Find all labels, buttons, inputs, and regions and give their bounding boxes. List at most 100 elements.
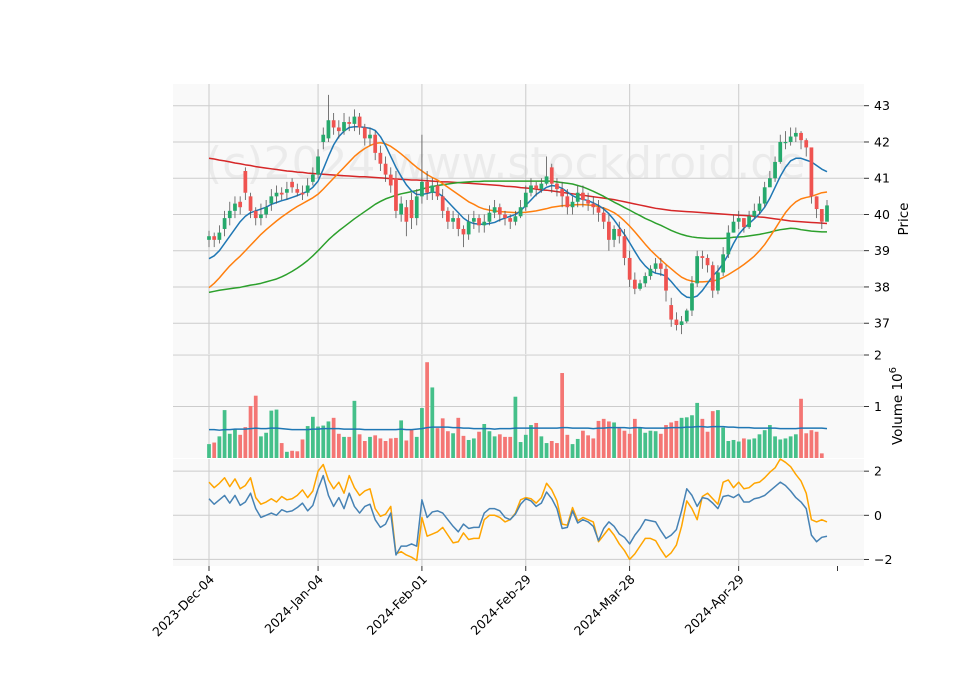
candle-body — [804, 140, 809, 148]
oscillator-axis-tick-label: 0 — [874, 508, 882, 523]
volume-bar — [342, 436, 346, 458]
x-tick-label: 2024-Feb-01 — [364, 572, 430, 638]
candle-body — [435, 185, 440, 197]
volume-bar — [378, 438, 383, 458]
x-tick-label: 2023-Dec-04 — [149, 571, 217, 639]
candle-body — [482, 221, 487, 226]
volume-bar — [238, 434, 243, 458]
candle-body — [736, 218, 741, 222]
volume-bar — [565, 434, 570, 458]
candle-body — [705, 257, 710, 266]
volume-bar — [762, 430, 767, 458]
volume-axis-tick-label: 1 — [874, 399, 882, 414]
candle-body — [373, 134, 378, 153]
x-tick-label: 2024-Apr-29 — [682, 571, 747, 636]
candle-body — [290, 181, 294, 188]
candle-body — [518, 207, 523, 217]
volume-bar — [705, 431, 710, 458]
volume-bar — [207, 444, 211, 458]
volume-bar — [747, 439, 751, 458]
volume-bar — [648, 430, 653, 458]
volume-bar — [409, 429, 414, 458]
volume-bar — [591, 438, 596, 458]
volume-bar — [596, 420, 601, 458]
candle-body — [425, 181, 429, 193]
candle-body — [295, 189, 300, 193]
candle-body — [638, 283, 642, 289]
candle-body — [487, 212, 492, 222]
candle-body — [477, 218, 481, 226]
candle-body — [674, 319, 679, 326]
volume-bar — [575, 438, 580, 458]
volume-bar — [534, 422, 539, 458]
candle-body — [227, 210, 232, 219]
candle-body — [643, 276, 648, 284]
volume-bar — [394, 437, 398, 458]
candle-body — [586, 199, 590, 204]
candle-body — [404, 207, 409, 222]
candle-body — [451, 218, 455, 222]
candle-body — [534, 185, 539, 190]
volume-bar — [217, 436, 222, 458]
volume-bar — [819, 453, 824, 458]
candle-body — [362, 127, 367, 139]
candle-body — [430, 185, 435, 193]
volume-bar — [305, 426, 310, 458]
volume-bar — [435, 428, 440, 458]
candle-body — [607, 221, 611, 240]
candle-body — [279, 192, 284, 195]
volume-bar — [243, 427, 248, 458]
candle-body — [773, 161, 777, 179]
volume-bar — [612, 422, 616, 458]
candle-body — [269, 196, 274, 204]
volume-bar — [674, 420, 679, 458]
candle-body — [383, 163, 388, 175]
candle-body — [243, 170, 248, 193]
candle-body — [825, 205, 829, 222]
volume-bar — [326, 421, 331, 458]
candle-body — [726, 232, 731, 255]
candle-body — [331, 120, 336, 128]
volume-bar — [690, 415, 694, 458]
volume-bar — [710, 411, 715, 458]
candle-body — [814, 196, 819, 210]
volume-bar — [601, 418, 606, 458]
candle-body — [658, 263, 663, 269]
candle-body — [762, 187, 767, 204]
volume-bar — [716, 410, 720, 458]
volume-bar — [783, 438, 788, 458]
volume-bar — [695, 402, 700, 458]
volume-bar — [321, 425, 326, 458]
candle-body — [793, 132, 798, 137]
volume-bar — [555, 443, 559, 458]
candlesticks — [207, 94, 829, 335]
volume-bar — [544, 443, 549, 458]
candle-body — [742, 218, 746, 228]
candle-body — [731, 221, 736, 233]
volume-bar — [529, 425, 533, 458]
volume-bar — [508, 436, 513, 458]
candle-body — [570, 201, 575, 208]
candle-body — [357, 116, 362, 128]
candle-body — [264, 207, 268, 215]
candle-body — [456, 218, 461, 229]
volume-bar — [430, 387, 435, 458]
volume-bar — [773, 436, 777, 458]
volume-bar — [290, 450, 294, 458]
price-panel-background — [173, 84, 864, 354]
volume-bar — [368, 436, 372, 458]
volume-bar — [731, 439, 736, 458]
candle-body — [632, 279, 637, 289]
volume-bar — [471, 438, 476, 458]
candle-body — [539, 183, 544, 190]
candle-body — [575, 192, 580, 202]
candle-body — [622, 236, 627, 258]
candle-body — [560, 189, 565, 197]
volume-bar — [440, 418, 445, 458]
candle-body — [768, 178, 772, 188]
volume-bar — [248, 405, 253, 458]
candle-body — [819, 209, 824, 222]
candle-body — [716, 272, 720, 291]
volume-bar — [523, 434, 528, 458]
x-tick-label: 2024-Feb-29 — [468, 571, 534, 637]
